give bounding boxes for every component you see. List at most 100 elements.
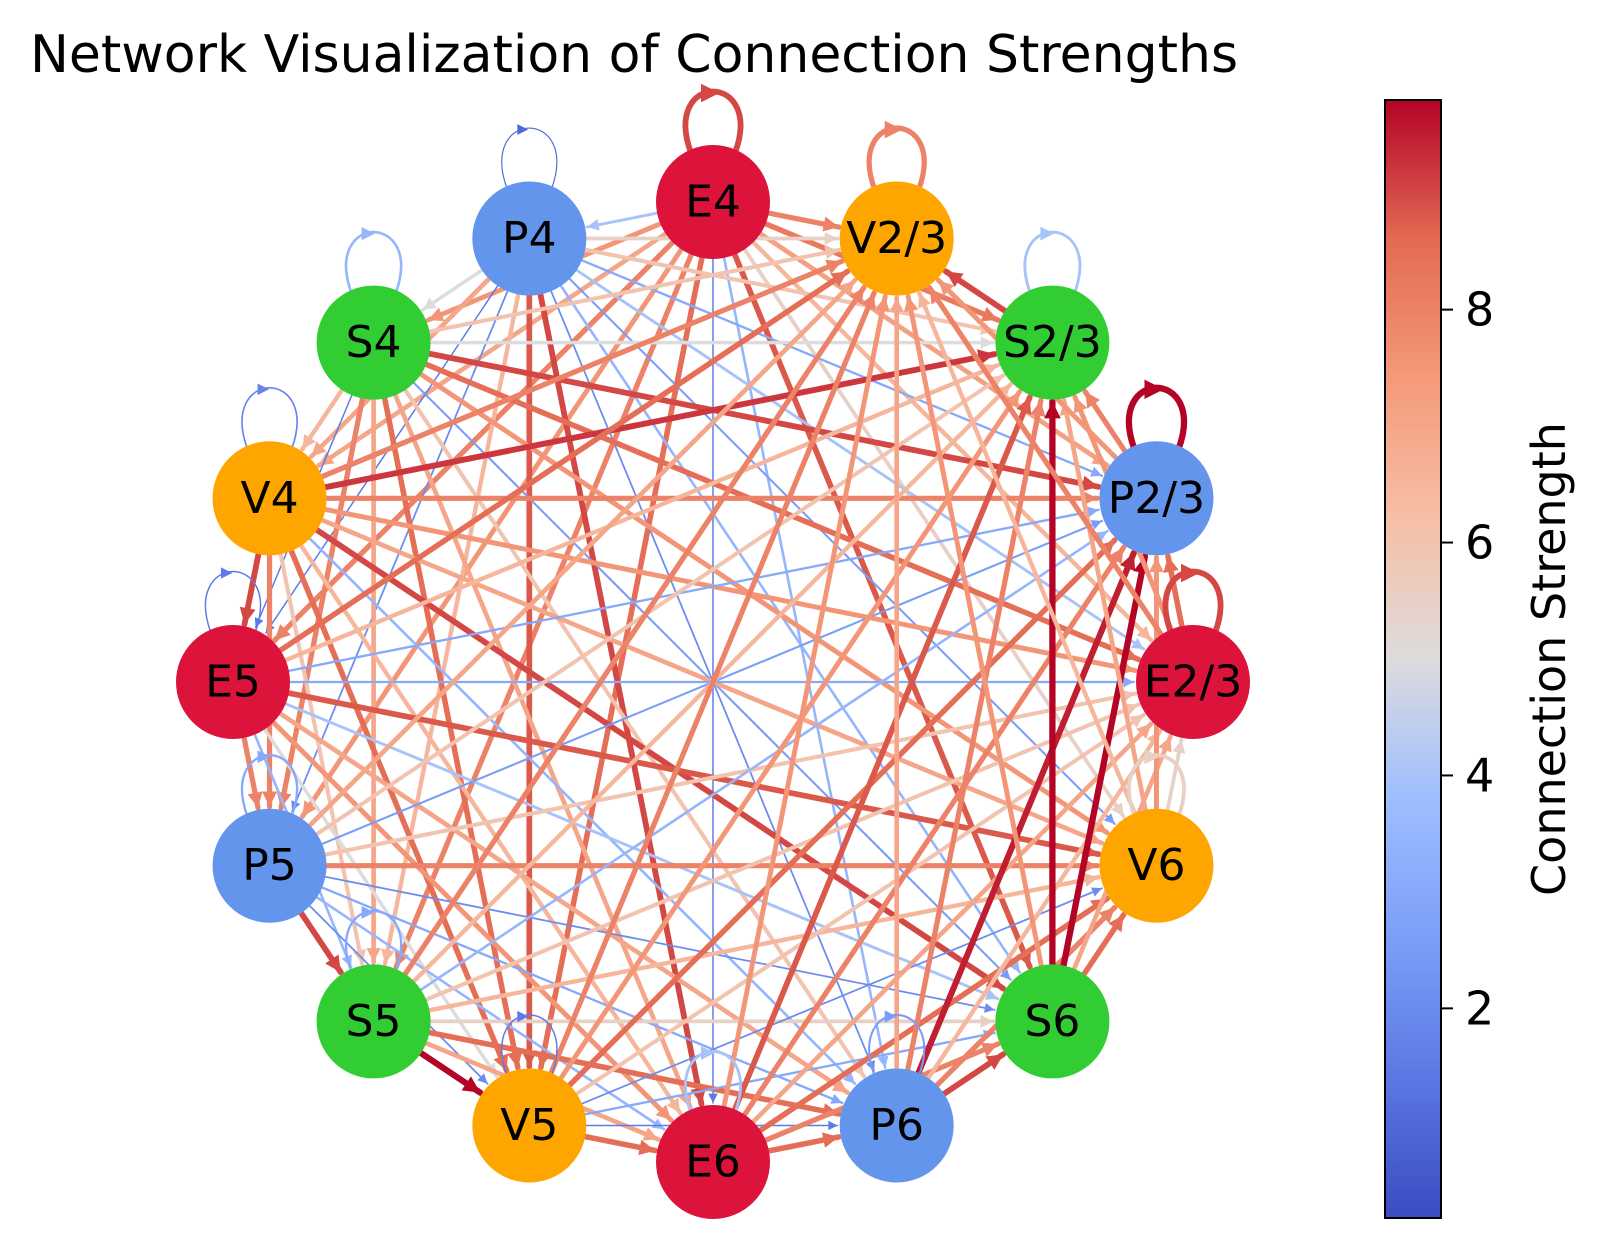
- edge-p6-to-e2-3: [894, 728, 1163, 1128]
- edge-e4-to-s6: [710, 199, 1033, 970]
- edge-v6-to-v2-3: [917, 290, 1159, 868]
- edge-arrowhead: [428, 307, 445, 322]
- edge-arrowhead: [1123, 703, 1139, 716]
- self-loop-arrowhead: [221, 567, 233, 579]
- node-label: P6: [869, 1100, 924, 1151]
- edge-arrowhead: [1087, 506, 1099, 518]
- edge-arrowhead: [1158, 736, 1172, 753]
- self-loops-layer: [204, 83, 1224, 1114]
- edge-arrowhead: [1083, 873, 1099, 887]
- edge-arrowhead: [1136, 625, 1152, 641]
- edge-arrowhead: [828, 1120, 838, 1131]
- node-circle: [1099, 808, 1214, 923]
- edge-arrowhead: [1129, 714, 1144, 728]
- edge-s6-to-v2-3: [905, 293, 1055, 1024]
- edge-arrowhead: [1103, 813, 1115, 824]
- node-label: V4: [240, 473, 298, 524]
- self-loop-e6: [684, 1050, 742, 1114]
- edge-e4-to-p2-3: [710, 199, 1110, 468]
- edge-arrowhead: [875, 296, 890, 313]
- edge-s4-to-v2-3: [371, 248, 841, 345]
- edge-v4-to-s2-3: [266, 351, 998, 502]
- edge-arrowhead: [1030, 400, 1046, 417]
- edge-arrowhead: [1085, 391, 1100, 409]
- edge-e4-to-s5: [393, 199, 716, 970]
- colorbar-ticks: 2 4 6 8: [1441, 283, 1494, 1035]
- edge-arrowhead: [261, 791, 278, 807]
- edge-v6-to-s2-3: [1061, 398, 1159, 869]
- node-e2-3: E2/3: [1136, 625, 1250, 739]
- edge-s4-to-p2-3: [370, 339, 1102, 490]
- self-loop-arrowhead: [361, 906, 375, 919]
- node-circle: [839, 181, 954, 296]
- edge-arrowhead: [982, 364, 998, 377]
- edge-s4-to-e2-3: [370, 339, 1142, 663]
- edge-s5-to-v6: [371, 875, 1101, 1024]
- edge-arrowhead: [422, 297, 437, 310]
- node-label: E4: [685, 177, 741, 228]
- edge-arrowhead: [985, 1054, 1004, 1070]
- self-loop-v2-3: [866, 125, 927, 191]
- edge-arrowhead: [984, 989, 998, 1000]
- edge-arrowhead: [1172, 739, 1186, 754]
- edge-arrowhead: [830, 271, 848, 287]
- edge-arrowhead: [1119, 552, 1136, 572]
- node-s2-3: S2/3: [995, 285, 1110, 400]
- self-loop-arrowhead: [1040, 226, 1055, 241]
- edges-layer: [230, 199, 1196, 1165]
- self-loop-p5: [240, 754, 299, 818]
- node-circle: [316, 964, 431, 1079]
- edge-p4-to-e2-3: [527, 237, 1146, 651]
- self-loop-v4: [241, 387, 298, 450]
- edge-arrowhead: [638, 1139, 656, 1156]
- edge-arrowhead: [274, 624, 291, 641]
- edge-arrowhead: [861, 293, 876, 310]
- node-s5: S5: [316, 964, 431, 1079]
- node-label: S6: [1024, 996, 1080, 1047]
- self-loop-e2-3: [1162, 568, 1224, 634]
- edge-arrowhead: [980, 1014, 994, 1028]
- edge-arrowhead: [1090, 466, 1102, 477]
- node-p4: P4: [472, 181, 587, 296]
- edge-arrowhead: [849, 287, 864, 305]
- edge-arrowhead: [1081, 475, 1099, 492]
- edge-arrowhead: [1016, 397, 1032, 415]
- node-e5: E5: [176, 625, 290, 739]
- self-loop-p4: [501, 127, 558, 190]
- edge-p5-to-e6: [268, 864, 666, 1131]
- edge-arrowhead: [822, 216, 839, 232]
- colorbar-tick-label: 8: [1465, 283, 1494, 337]
- edge-arrowhead: [1108, 547, 1124, 565]
- edge-v4-to-s5: [267, 496, 365, 966]
- edge-arrowhead: [1111, 802, 1124, 817]
- self-loop-arrowhead: [1181, 563, 1200, 583]
- edge-arrowhead: [507, 1050, 523, 1068]
- edge-arrowhead: [980, 336, 994, 349]
- edge-arrowhead: [302, 800, 317, 817]
- node-label: E5: [205, 657, 261, 708]
- edge-arrowhead: [587, 219, 600, 231]
- colorbar-tick-label: 4: [1465, 748, 1494, 802]
- chart-title: Network Visualization of Connection Stre…: [30, 25, 1238, 85]
- edge-s5-to-s2-3: [371, 382, 1013, 1024]
- edge-arrowhead: [708, 1093, 718, 1103]
- edge-arrowhead: [666, 1097, 681, 1113]
- edge-arrowhead: [1091, 887, 1102, 897]
- self-loop-arrowhead: [517, 124, 529, 135]
- edge-arrowhead: [381, 948, 395, 964]
- colorbar-tick-label: 6: [1465, 516, 1494, 570]
- edge-arrowhead: [830, 1093, 843, 1104]
- edge-v4-to-v2-3: [266, 258, 845, 501]
- node-v6: V6: [1099, 808, 1214, 923]
- edge-e4-to-v4: [316, 199, 716, 468]
- node-circle: [316, 285, 431, 400]
- edge-e6-to-v6: [710, 895, 1111, 1165]
- edge-p5-to-v2-3: [267, 277, 858, 869]
- edge-arrowhead: [1108, 914, 1124, 933]
- node-v5: V5: [472, 1068, 587, 1183]
- edge-arrowhead: [929, 287, 945, 305]
- self-loop-arrowhead: [701, 83, 720, 103]
- edge-arrowhead: [889, 297, 904, 312]
- edge-p6-to-s2-3: [894, 397, 1044, 1129]
- edge-arrowhead: [311, 441, 327, 457]
